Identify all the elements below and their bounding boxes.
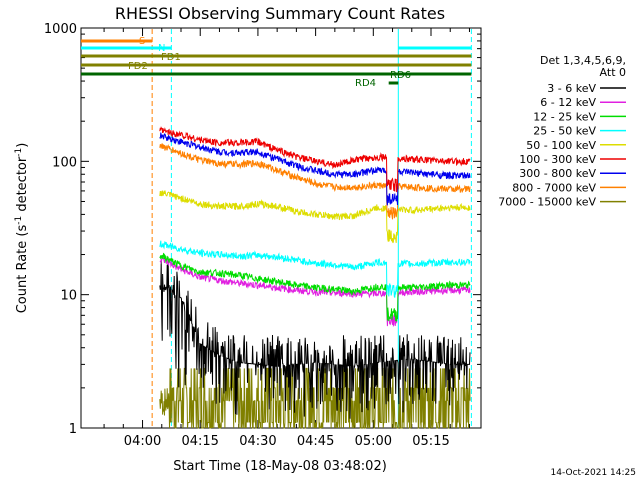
series-800-7000-kev [159,143,471,220]
flag-label: N [158,43,165,54]
flag-rd4: RD4 [355,78,399,89]
legend-entry: 800 - 7000 keV [512,181,626,194]
flag-label: RD6 [390,70,411,81]
x-tick-label: 04:00 [124,434,161,449]
series-line [159,132,471,206]
legend-header-line-1: Det 1,3,4,5,6,9, [540,54,626,67]
legend-label: 100 - 300 keV [519,153,596,166]
flag-fd2: FD2 [81,61,472,72]
legend-label: 3 - 6 keV [547,82,596,95]
x-axis-label: Start Time (18-May-08 03:48:02) [173,459,387,474]
y-axis-label-part2: detector [15,156,30,216]
legend-label: 6 - 12 keV [540,96,596,109]
flag-label: S [139,36,145,47]
series-line [159,126,471,193]
x-tick-label: 04:15 [181,434,218,449]
legend-header-line-2: Att 0 [600,66,626,79]
x-tick-label: 04:30 [239,434,276,449]
series-line [159,252,471,322]
y-tick-label: 1000 [44,22,77,37]
y-tick-label: 100 [52,155,77,170]
series-3-6-kev [159,260,471,419]
flag-label: FD2 [128,61,148,72]
plot-frame [80,27,482,429]
y-axis-label-sup1: -1 [14,216,24,225]
y-axis-label-sup2: -1 [14,148,24,157]
x-tick-label: 05:15 [412,434,449,449]
plot-area: 1 10 100 1000 04:00 04:15 04:30 04:45 05:00 05:15… [44,22,482,449]
series-25-50-kev [159,240,471,298]
flag-rd6: RD6 [81,70,472,81]
legend-entry: 7000 - 15000 keV [498,196,626,209]
series-300-800-kev [159,132,471,206]
series-line [159,260,471,419]
series-line [159,367,471,429]
legend-entry: 300 - 800 keV [519,167,626,180]
series-line [159,190,471,244]
y-tick-label: 1 [69,422,77,437]
series-50-100-kev [159,190,471,244]
y-axis-label-part1: Count Rate (s [15,225,30,314]
legend-entry: 25 - 50 keV [533,125,626,138]
flag-label: RD4 [355,78,376,89]
flag-label: FD1 [161,52,181,63]
y-tick-label: 10 [60,289,77,304]
series-line [159,240,471,298]
series-12-25-kev [159,252,471,322]
y-axis-label: Count Rate (s-1 detector-1) [14,143,30,314]
flag-fd1: FD1 [81,52,472,63]
legend-entry: 3 - 6 keV [547,82,626,95]
series-line [159,143,471,220]
x-tick-label: 05:00 [355,434,392,449]
timestamp-label: 14-Oct-2021 14:25 [551,468,636,478]
legend-entry: 50 - 100 keV [526,139,626,152]
legend-label: 300 - 800 keV [519,167,596,180]
flag-s: S [81,36,153,47]
x-tick-label: 04:45 [297,434,334,449]
series-line [159,256,471,328]
legend-label: 7000 - 15000 keV [498,196,596,209]
series-7000-15000-kev [159,367,471,429]
flag-n: N [81,43,472,54]
legend-entry: 6 - 12 keV [540,96,626,109]
legend-label: 50 - 100 keV [526,139,596,152]
y-axis-label-part3: ) [15,143,30,148]
legend-entry: 100 - 300 keV [519,153,626,166]
legend-label: 800 - 7000 keV [512,181,596,194]
series-100-300-kev [159,126,471,193]
chart-title: RHESSI Observing Summary Count Rates [115,4,445,23]
series-6-12-kev [159,256,471,328]
legend-entry: 12 - 25 keV [533,110,626,123]
legend-label: 12 - 25 keV [533,110,596,123]
legend-label: 25 - 50 keV [533,125,596,138]
